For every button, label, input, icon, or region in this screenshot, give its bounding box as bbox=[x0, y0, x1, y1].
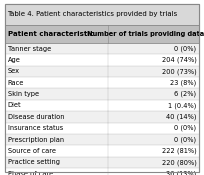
Text: Sex: Sex bbox=[8, 68, 20, 74]
Text: Disease duration: Disease duration bbox=[8, 114, 64, 120]
Bar bbox=[5, 4, 199, 25]
Text: Phase of care: Phase of care bbox=[8, 171, 53, 175]
Text: Age: Age bbox=[8, 57, 20, 63]
Bar bbox=[5, 77, 199, 88]
Bar bbox=[5, 145, 199, 157]
Text: Table 4. Patient characteristics provided by trials: Table 4. Patient characteristics provide… bbox=[8, 11, 178, 18]
Text: Source of care: Source of care bbox=[8, 148, 55, 154]
Text: 0 (0%): 0 (0%) bbox=[174, 45, 196, 52]
Text: 220 (80%): 220 (80%) bbox=[162, 159, 196, 166]
Bar bbox=[5, 134, 199, 145]
Bar bbox=[5, 111, 199, 122]
Text: Prescription plan: Prescription plan bbox=[8, 136, 64, 143]
Text: Tanner stage: Tanner stage bbox=[8, 46, 51, 52]
Bar bbox=[5, 66, 199, 77]
Bar bbox=[5, 43, 199, 54]
Text: 36 (13%): 36 (13%) bbox=[166, 170, 196, 175]
Text: 0 (0%): 0 (0%) bbox=[174, 136, 196, 143]
Bar bbox=[5, 168, 199, 175]
Text: 6 (2%): 6 (2%) bbox=[174, 91, 196, 97]
Text: Race: Race bbox=[8, 80, 24, 86]
Text: Number of trials providing data (%): Number of trials providing data (%) bbox=[87, 31, 204, 37]
Text: 0 (0%): 0 (0%) bbox=[174, 125, 196, 131]
Bar bbox=[5, 25, 199, 43]
Text: Patient characteristic: Patient characteristic bbox=[8, 31, 94, 37]
Text: 200 (73%): 200 (73%) bbox=[162, 68, 196, 75]
Text: 204 (74%): 204 (74%) bbox=[162, 57, 196, 63]
Bar bbox=[5, 122, 199, 134]
Text: Insurance status: Insurance status bbox=[8, 125, 63, 131]
Text: 222 (81%): 222 (81%) bbox=[162, 148, 196, 154]
Text: 40 (14%): 40 (14%) bbox=[166, 114, 196, 120]
Bar bbox=[5, 54, 199, 66]
Text: 1 (0.4%): 1 (0.4%) bbox=[168, 102, 196, 109]
Bar bbox=[5, 88, 199, 100]
Text: Skin type: Skin type bbox=[8, 91, 39, 97]
Text: Diet: Diet bbox=[8, 102, 21, 108]
Text: 23 (8%): 23 (8%) bbox=[170, 79, 196, 86]
Bar bbox=[5, 157, 199, 168]
Bar bbox=[5, 100, 199, 111]
Text: Practice setting: Practice setting bbox=[8, 159, 60, 165]
